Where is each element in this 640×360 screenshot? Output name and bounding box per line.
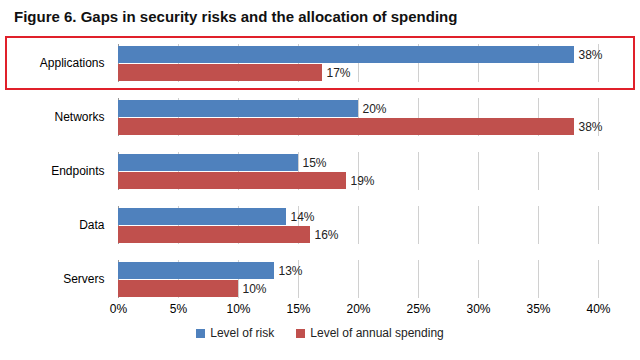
svg-text:Servers: Servers [63, 272, 104, 286]
svg-text:10%: 10% [226, 302, 250, 316]
svg-text:15%: 15% [286, 302, 310, 316]
svg-text:Endpoints: Endpoints [51, 164, 104, 178]
svg-text:35%: 35% [526, 302, 550, 316]
svg-text:30%: 30% [466, 302, 490, 316]
svg-text:Data: Data [79, 218, 105, 232]
svg-text:17%: 17% [327, 66, 351, 80]
svg-text:Applications: Applications [40, 56, 105, 70]
svg-text:13%: 13% [279, 264, 303, 278]
svg-text:16%: 16% [315, 228, 339, 242]
svg-text:15%: 15% [303, 156, 327, 170]
svg-text:Networks: Networks [54, 110, 104, 124]
svg-text:0%: 0% [110, 302, 128, 316]
svg-text:20%: 20% [346, 302, 370, 316]
html-text:Level of annual spending: Level of annual spending [310, 326, 444, 340]
svg-text:40%: 40% [586, 302, 610, 316]
html-text:Figure 6. Gaps in security ris: Figure 6. Gaps in security risks and the… [14, 8, 458, 25]
svg-text:20%: 20% [363, 102, 387, 116]
html-text:Level of risk: Level of risk [210, 326, 275, 340]
svg-text:25%: 25% [406, 302, 430, 316]
svg-text:19%: 19% [351, 174, 375, 188]
svg-text:5%: 5% [170, 302, 188, 316]
svg-text:10%: 10% [243, 282, 267, 296]
svg-text:14%: 14% [291, 210, 315, 224]
svg-text:38%: 38% [579, 48, 603, 62]
svg-text:38%: 38% [579, 120, 603, 134]
